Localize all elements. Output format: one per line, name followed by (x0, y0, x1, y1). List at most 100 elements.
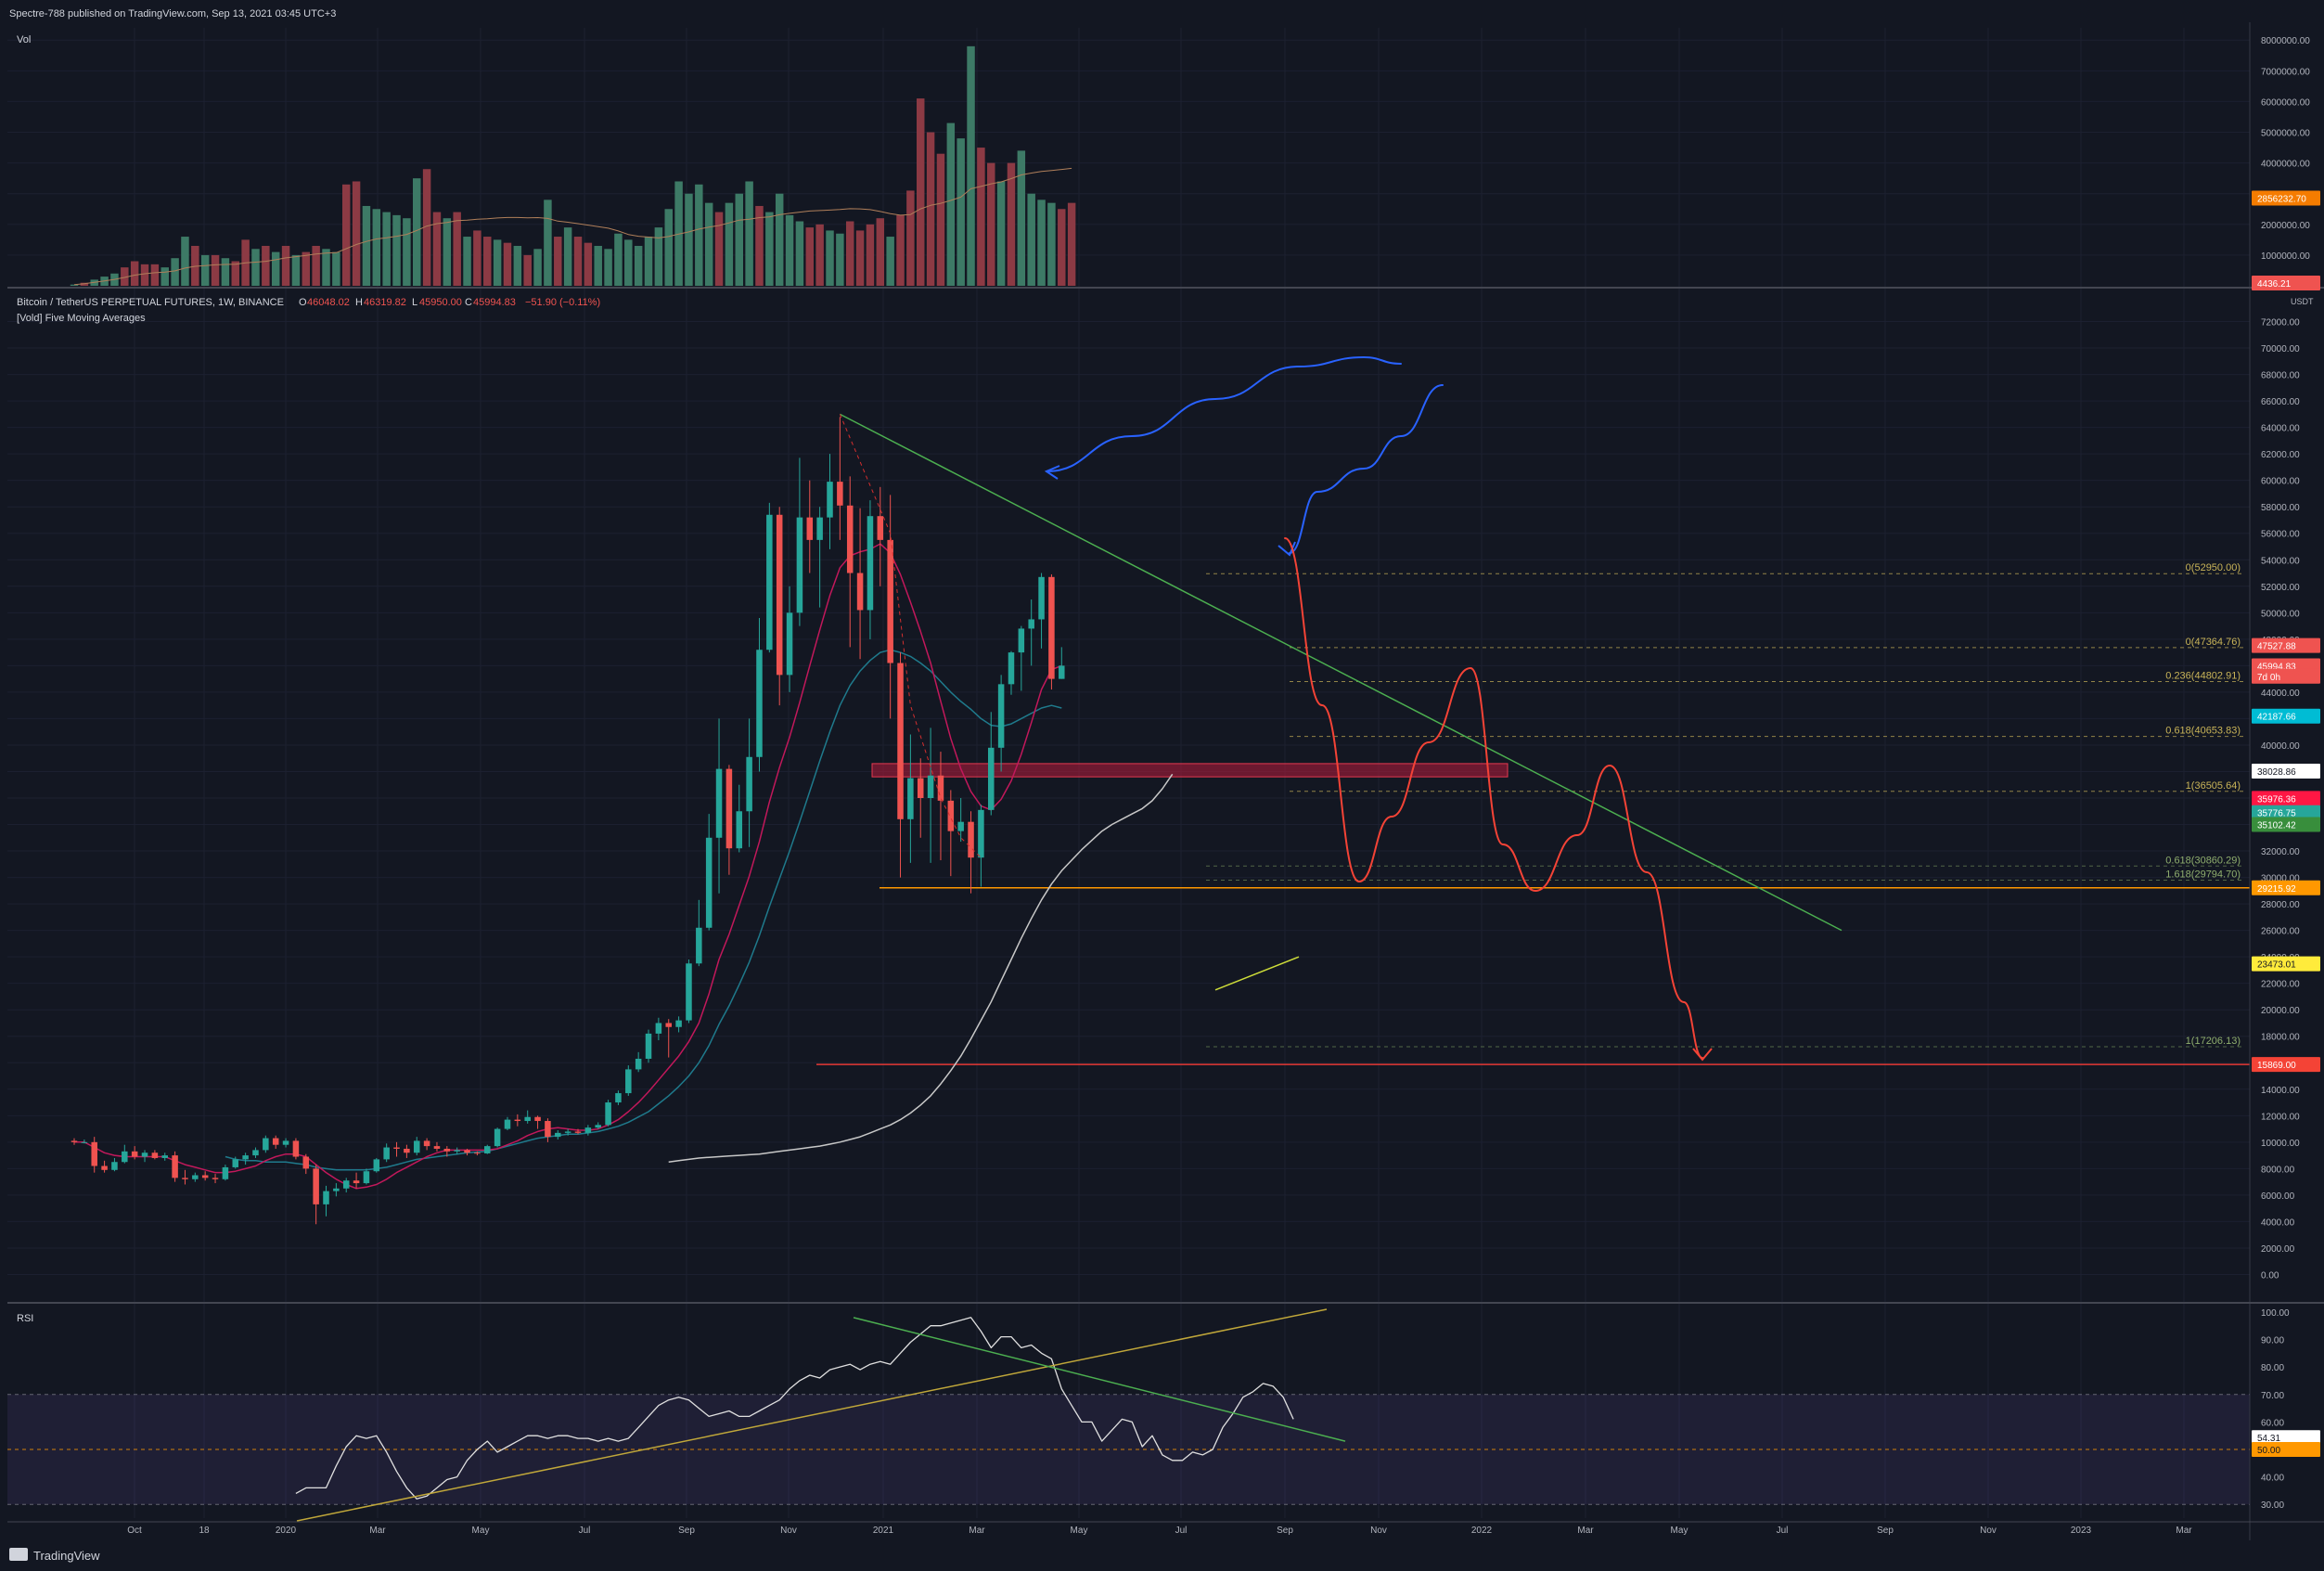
candle (897, 652, 904, 878)
price-axis-label: 28000.00 (2261, 900, 2300, 910)
candle (232, 1156, 239, 1169)
candle-body (635, 1058, 642, 1070)
candle (917, 758, 924, 838)
volume-bar (1058, 209, 1066, 286)
ohlc-readout: O 46048.02 H 46319.82 L 45950.00 C 45994… (299, 297, 600, 308)
volume-bottom-badge: 4436.21 (2257, 279, 2292, 290)
time-axis-label: 18 (199, 1526, 210, 1536)
candle (937, 752, 944, 861)
rsi-value-badge: 54.31 (2257, 1434, 2280, 1444)
price-axis-label: 8000.00 (2261, 1165, 2295, 1175)
candle-body (514, 1119, 521, 1122)
volume-bar (917, 98, 925, 286)
volume-bar (685, 193, 693, 286)
candle (988, 712, 995, 816)
price-axis-label: 72000.00 (2261, 318, 2300, 328)
candle-body (786, 612, 793, 676)
candle (696, 899, 702, 967)
volume-bar (1007, 162, 1016, 286)
volume-bar (221, 258, 230, 286)
fib-level-label: 1(36505.64) (2186, 780, 2241, 792)
candle-body (201, 1175, 209, 1178)
candle-body (413, 1140, 420, 1153)
price-badge-bg (2252, 956, 2320, 972)
candle-body (675, 1020, 682, 1027)
volume-bar (594, 245, 602, 286)
candle (443, 1146, 451, 1157)
candle (342, 1178, 350, 1193)
indicator-label[interactable]: [Vold] Five Moving Averages (17, 313, 146, 324)
candle-body (383, 1147, 390, 1160)
tradingview-logo[interactable]: TradingView (9, 1548, 100, 1563)
candle-body (957, 821, 964, 831)
candle-body (161, 1155, 168, 1158)
volume-bar (896, 214, 905, 286)
candle-body (111, 1162, 118, 1170)
candle (725, 765, 733, 875)
volume-bar (845, 221, 854, 286)
price-badge: 42187.66 (2257, 713, 2296, 723)
time-axis-label: Sep (678, 1526, 695, 1536)
symbol-title[interactable]: Bitcoin / TetherUS PERPETUAL FUTURES, 1W… (17, 297, 284, 308)
rsi-axis-label: 60.00 (2261, 1418, 2284, 1428)
candle-body (615, 1093, 622, 1103)
candle (373, 1157, 380, 1173)
volume-bar (483, 237, 492, 286)
candle-body (71, 1140, 78, 1142)
volume-bar (302, 251, 311, 286)
candle (494, 1127, 501, 1148)
volume-bar (181, 237, 189, 286)
candle (313, 1165, 319, 1225)
fib-level-label: 1.618(29794.70) (2165, 869, 2241, 881)
rsi-axis-label: 70.00 (2261, 1391, 2284, 1401)
price-axes[interactable]: Oct 18 2020 Mar May Jul Sep Nov 2021 Mar May Jul Sep… (7, 0, 2324, 1540)
rsi-panel[interactable] (7, 1308, 2250, 1522)
candle-body (292, 1140, 300, 1157)
candle-body (968, 821, 974, 858)
price-axis-label: 26000.00 (2261, 927, 2300, 937)
volume-bar (281, 245, 290, 286)
candle-body (937, 775, 944, 801)
candle-body (907, 778, 914, 819)
volume-bar (644, 237, 653, 286)
candle-body (584, 1127, 592, 1133)
candle-body (333, 1188, 340, 1191)
price-axis-label: 56000.00 (2261, 530, 2300, 540)
candle-body (997, 684, 1005, 748)
volume-bar (563, 227, 572, 286)
rsi-axis-label: 90.00 (2261, 1336, 2284, 1346)
candle-body (686, 963, 692, 1021)
candle-body (1038, 576, 1045, 620)
time-axis-label: Mar (969, 1526, 985, 1536)
blue-arrow-head-left (1044, 465, 1060, 480)
price-axis-label: 44000.00 (2261, 689, 2300, 699)
candle-body (232, 1159, 239, 1167)
candle-body (827, 482, 833, 518)
price-panel[interactable]: 0(52950.00) 0(47364.76) 0.236(44802.91) 0.6… (71, 355, 2250, 1225)
fib-level-label: 1(17206.13) (2186, 1036, 2241, 1047)
candle-body (837, 482, 843, 506)
candle-body (756, 650, 763, 757)
candle (1048, 573, 1055, 690)
volume-bar (624, 239, 633, 286)
candle-body (222, 1166, 229, 1179)
candle (746, 718, 752, 847)
volume-label: Vol (17, 34, 31, 45)
candle-body (524, 1116, 531, 1122)
candle (404, 1144, 410, 1158)
price-badge: 23473.01 (2257, 960, 2296, 971)
candle (715, 718, 723, 894)
price-axis-label: 14000.00 (2261, 1086, 2300, 1096)
volume-bar (312, 245, 320, 286)
volume-axis-label: 6000000.00 (2261, 97, 2310, 108)
price-axis-label: 50000.00 (2261, 609, 2300, 619)
volume-axis-label: 1000000.00 (2261, 251, 2310, 262)
currency-label: USDT (2291, 297, 2314, 306)
candle-body (545, 1121, 551, 1138)
candle (877, 486, 884, 586)
candle-body (192, 1175, 199, 1179)
candle (353, 1172, 360, 1189)
candle (867, 500, 874, 639)
volume-bar (392, 214, 401, 286)
